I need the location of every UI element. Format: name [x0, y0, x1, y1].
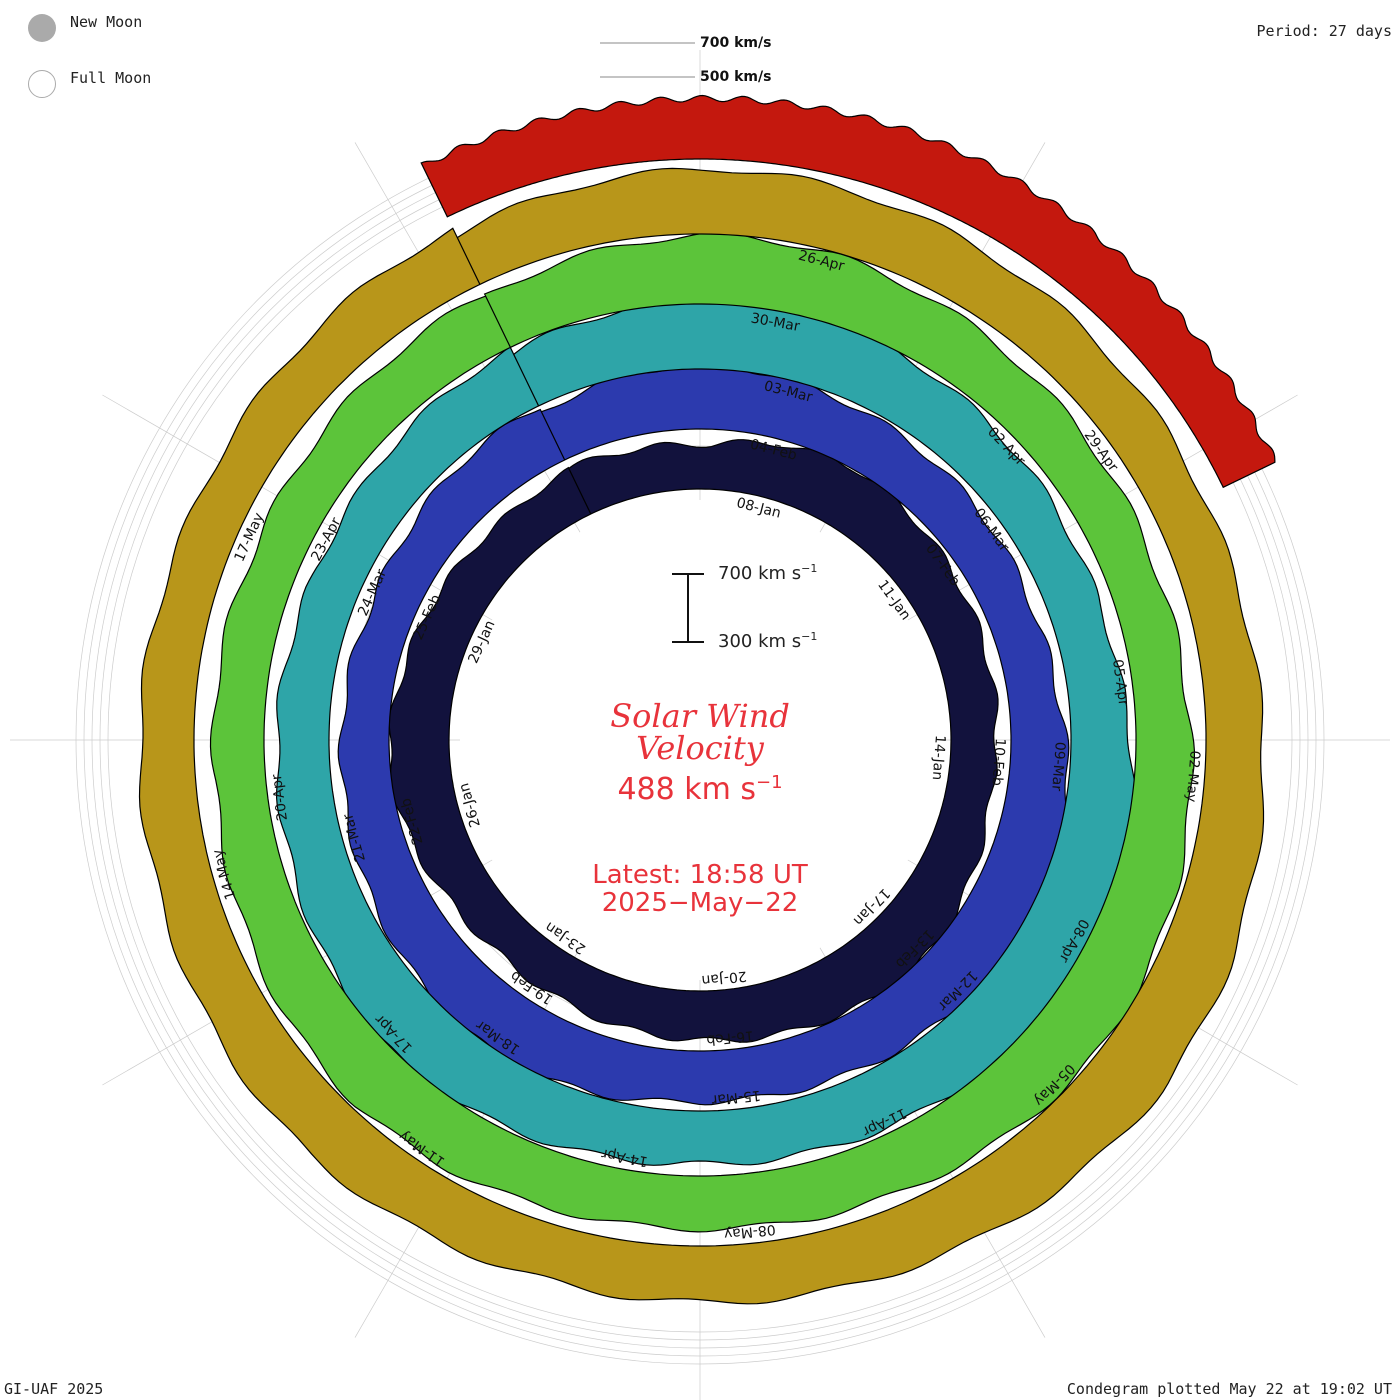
date-tick-label: 09-Mar	[1048, 741, 1068, 792]
date-tick-label: 08-May	[723, 1221, 776, 1242]
full-moon-label: Full Moon	[70, 69, 152, 87]
velocity-ring	[209, 231, 1195, 1233]
chart-title-line1: Solar Wind	[610, 697, 790, 735]
current-velocity: 488 km s−1	[617, 772, 783, 807]
ring-500-label: 500 km/s	[700, 69, 772, 85]
date-tick-label: 10-Feb	[988, 738, 1007, 787]
latest-time: Latest: 18:58 UT	[592, 860, 808, 890]
velocity-ring	[275, 298, 1137, 1166]
velocity-ring	[138, 167, 1265, 1305]
velocity-ring	[337, 360, 1070, 1106]
date-tick-label: 02-May	[1183, 750, 1203, 803]
footer-plotted: Condegram plotted May 22 at 19:02 UT	[1066, 1380, 1392, 1398]
velocity-ring	[388, 439, 999, 1043]
new-moon-label: New Moon	[70, 13, 143, 31]
period-label: Period: 27 days	[1256, 22, 1392, 40]
date-tick-label: 16-Feb	[706, 1027, 755, 1048]
date-tick-label: 20-Apr	[269, 773, 291, 822]
scale-top-label: 700 km s−1	[718, 562, 818, 584]
latest-date: 2025−May−22	[601, 888, 799, 918]
date-tick-label: 05-Apr	[1109, 658, 1131, 707]
date-tick-label: 15-Mar	[711, 1087, 762, 1108]
new-moon-icon	[28, 14, 56, 42]
footer-credit: GI-UAF 2025	[4, 1380, 104, 1398]
date-tick-label: 14-Jan	[929, 734, 948, 780]
ring-700-label: 700 km/s	[700, 35, 772, 51]
scale-bottom-label: 300 km s−1	[718, 630, 818, 652]
chart-title-line2: Velocity	[636, 729, 764, 767]
velocity-ring	[420, 94, 1276, 489]
date-tick-label: 20-Jan	[701, 968, 748, 988]
full-moon-icon	[28, 70, 56, 98]
